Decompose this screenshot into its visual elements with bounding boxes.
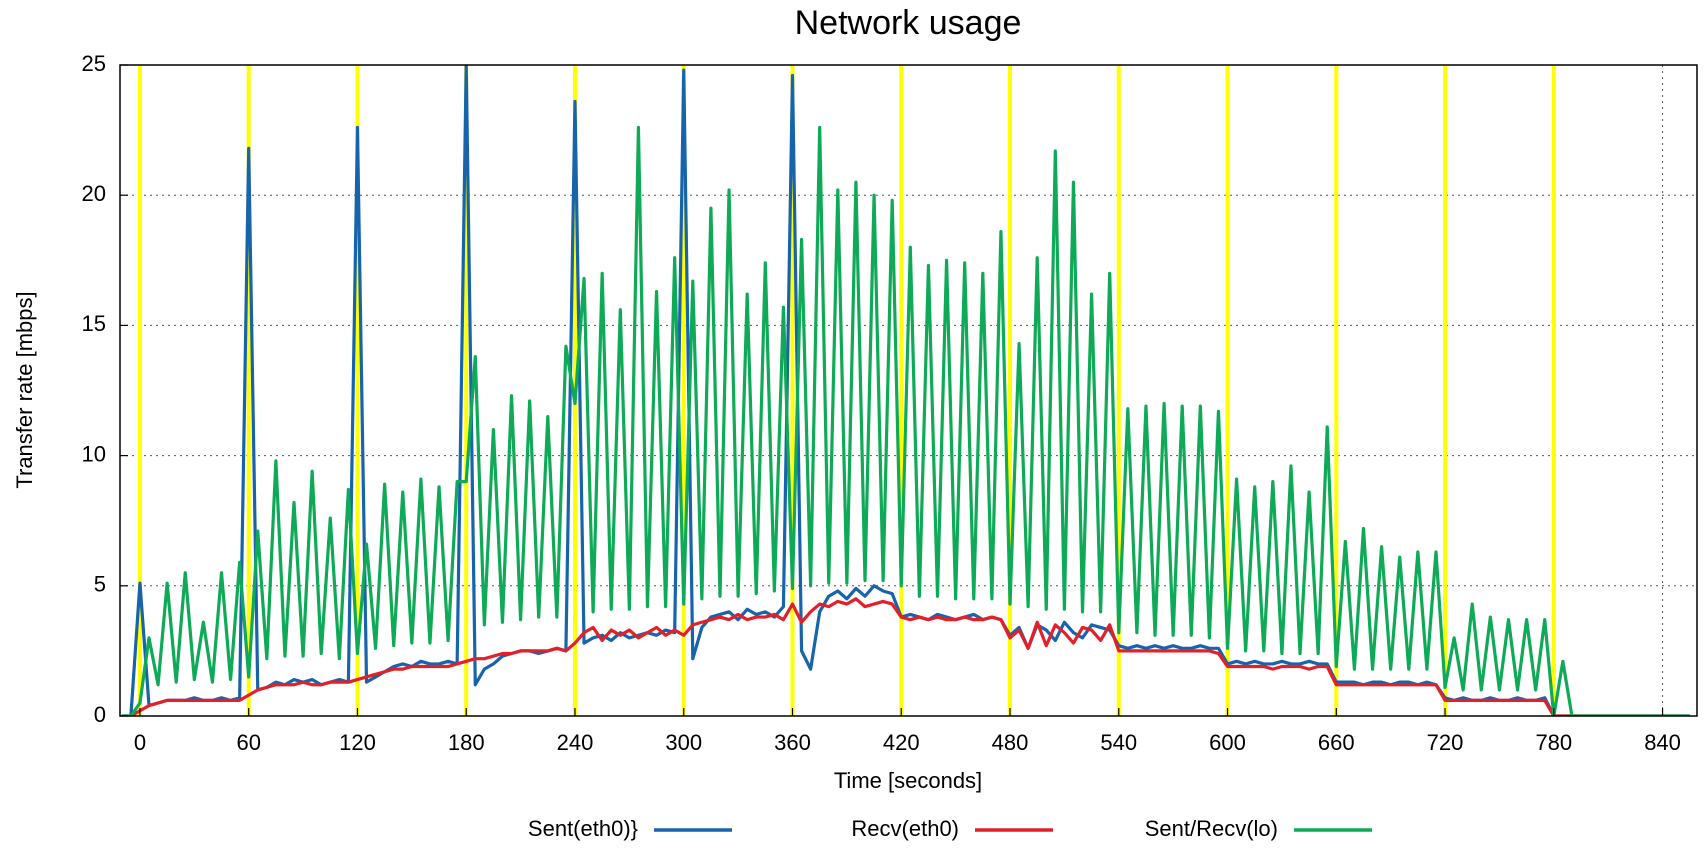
x-tick-label: 300 [665, 730, 702, 755]
chart-title: Network usage [795, 4, 1022, 42]
y-tick-label: 5 [94, 572, 106, 597]
x-tick-label: 180 [448, 730, 485, 755]
y-tick-label: 20 [82, 181, 106, 206]
y-tick-label: 25 [82, 51, 106, 76]
x-tick-label: 60 [236, 730, 260, 755]
ticks: 0 5 10 15 20 25 0 60 120 180 240 300 360 420 480 540 600… [82, 51, 1681, 755]
y-axis-label: Transfer rate [mbps] [12, 291, 37, 488]
x-tick-label: 420 [883, 730, 920, 755]
x-tick-label: 0 [134, 730, 146, 755]
legend-label: Sent(eth0)} [528, 816, 638, 841]
x-tick-label: 780 [1535, 730, 1572, 755]
series [121, 65, 1690, 716]
series-line [121, 125, 1690, 716]
legend: Sent(eth0)} Recv(eth0) Sent/Recv(lo) [528, 816, 1372, 841]
x-tick-label: 840 [1644, 730, 1681, 755]
x-tick-label: 540 [1100, 730, 1137, 755]
series-line [121, 597, 1690, 716]
x-tick-label: 660 [1318, 730, 1355, 755]
y-tick-label: 10 [82, 441, 106, 466]
x-axis-label: Time [seconds] [834, 768, 982, 793]
x-tick-label: 360 [774, 730, 811, 755]
x-tick-label: 480 [992, 730, 1029, 755]
legend-label: Recv(eth0) [851, 816, 959, 841]
x-tick-label: 600 [1209, 730, 1246, 755]
plot-frame [119, 64, 1698, 717]
legend-label: Sent/Recv(lo) [1145, 816, 1278, 841]
x-tick-label: 720 [1427, 730, 1464, 755]
x-tick-label: 120 [339, 730, 376, 755]
x-tick-label: 240 [557, 730, 594, 755]
y-tick-label: 15 [82, 311, 106, 336]
y-tick-label: 0 [94, 702, 106, 727]
